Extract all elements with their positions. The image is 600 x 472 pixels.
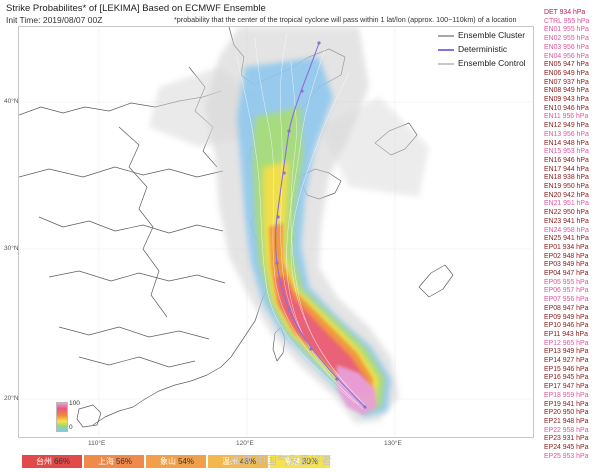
member-item: EN02 955 hPa: [544, 35, 589, 43]
strike-probability-map: [19, 27, 533, 437]
lat-label-20n: 20°N: [4, 395, 19, 402]
city-name: 温州: [221, 457, 238, 466]
member-item: EP10 946 hPa: [544, 322, 589, 330]
city-probability: 48%: [239, 457, 256, 466]
member-item: EP04 947 hPa: [544, 270, 589, 277]
lat-label-30n: 30°N: [4, 245, 19, 252]
member-item: EP08 947 hPa: [544, 304, 589, 312]
city-name: 福建: [283, 457, 300, 466]
lon-label-110e: 110°E: [88, 440, 106, 447]
member-item: EP09 949 hPa: [544, 313, 589, 321]
member-item: EP06 957 hPa: [544, 287, 589, 295]
member-item: EP05 955 hPa: [544, 278, 589, 286]
ensemble-cluster-swatch: [438, 35, 454, 37]
member-item: EN19 950 hPa: [544, 183, 589, 190]
map-frame: [18, 26, 534, 438]
member-item: EN05 947 hPa: [544, 61, 589, 69]
member-item: EN10 946 hPa: [544, 104, 589, 112]
city-chip: 温州 48%: [208, 455, 268, 468]
deterministic-swatch: [438, 49, 454, 51]
member-item: EP23 931 hPa: [544, 435, 589, 443]
city-probability: 54%: [177, 457, 194, 466]
member-item: EP25 953 hPa: [544, 452, 589, 460]
member-item: EN03 956 hPa: [544, 43, 589, 51]
chart-title: Strike Probabilites* of [LEKIMA] Based o…: [6, 3, 266, 14]
member-item: EN16 946 hPa: [544, 156, 589, 164]
member-item: EN13 956 hPa: [544, 130, 589, 138]
strike-probability-swath: [237, 57, 391, 417]
legend-label: Deterministic: [458, 44, 508, 54]
member-item: EP01 934 hPa: [544, 243, 589, 251]
member-item: EP02 948 hPa: [544, 252, 589, 260]
ensemble-tracks: [236, 32, 368, 410]
city-chip: 台州 66%: [22, 455, 82, 468]
member-item: EN11 956 hPa: [544, 113, 589, 121]
member-item: EP12 965 hPa: [544, 339, 589, 347]
member-item: EP16 945 hPa: [544, 374, 589, 382]
member-item: EP20 950 hPa: [544, 409, 589, 417]
legend-item-ensemble-control: Ensemble Control: [436, 58, 532, 70]
member-item: EN14 948 hPa: [544, 139, 589, 147]
city-probability: 30%: [301, 457, 318, 466]
member-item: EN22 950 hPa: [544, 209, 589, 217]
city-chip: 上海 56%: [84, 455, 144, 468]
city-chip: 福建 30%: [270, 455, 330, 468]
member-item: EN04 956 hPa: [544, 52, 589, 60]
member-item: EN20 942 hPa: [544, 191, 589, 199]
member-item: EN25 941 hPa: [544, 235, 589, 243]
legend: Ensemble Cluster Deterministic Ensemble …: [436, 30, 532, 76]
member-item: EN07 937 hPa: [544, 78, 589, 86]
city-name: 上海: [97, 457, 114, 466]
member-item: EN08 949 hPa: [544, 87, 589, 95]
member-item: EP07 956 hPa: [544, 296, 589, 304]
member-item: EN21 951 hPa: [544, 200, 589, 208]
legend-label: Ensemble Cluster: [458, 30, 526, 40]
header: Strike Probabilites* of [LEKIMA] Based o…: [6, 3, 596, 33]
legend-label: Ensemble Control: [458, 58, 526, 68]
member-item: EP11 943 hPa: [544, 330, 588, 338]
legend-item-deterministic: Deterministic: [436, 44, 532, 56]
member-item: EP13 949 hPa: [544, 348, 589, 356]
init-time: Init Time: 2019/08/07 00Z: [6, 15, 103, 25]
member-item: EP15 946 hPa: [544, 365, 589, 373]
city-probability: 56%: [115, 457, 132, 466]
probability-note: *probability that the center of the trop…: [174, 15, 517, 24]
probability-colorbar: 100 0: [56, 400, 84, 432]
member-item: EN15 953 hPa: [544, 148, 589, 156]
member-item: EP18 959 hPa: [544, 391, 589, 399]
lon-label-120e: 120°E: [236, 440, 254, 447]
member-item: EN17 944 hPa: [544, 165, 589, 173]
member-item: EP22 958 hPa: [544, 426, 589, 434]
deterministic-track: [275, 41, 367, 409]
city-probability-strip: 台州 66% 上海 56% 象山 54% 温州 48% 福建 30%: [22, 455, 352, 469]
member-item: CTRL 955 hPa: [544, 17, 590, 25]
lon-label-130e: 130°E: [384, 440, 402, 447]
ensemble-control-swatch: [438, 63, 454, 65]
member-item: EN12 949 hPa: [544, 122, 589, 130]
member-item: EP03 949 hPa: [544, 261, 589, 269]
member-item: EN06 949 hPa: [544, 69, 589, 77]
city-chip: 象山 54%: [146, 455, 206, 468]
member-item: EP21 948 hPa: [544, 417, 589, 425]
member-item: EN09 943 hPa: [544, 96, 589, 103]
colorbar-tick-min: 0: [69, 424, 73, 431]
member-item: EP19 941 hPa: [544, 400, 589, 408]
member-item: EP17 947 hPa: [544, 383, 589, 391]
ensemble-member-list: DET 934 hPa CTRL 955 hPa EN01 955 hPa EN02 …: [544, 8, 600, 472]
colorbar-gradient: [56, 402, 68, 432]
city-probability: 66%: [53, 457, 70, 466]
legend-item-ensemble-cluster: Ensemble Cluster: [436, 30, 532, 42]
colorbar-tick-max: 100: [69, 400, 80, 407]
member-item: EP24 945 hPa: [544, 444, 589, 451]
lat-label-40n: 40°N: [4, 98, 19, 105]
member-item: EN24 958 hPa: [544, 226, 589, 234]
member-item: EN18 938 hPa: [544, 174, 589, 182]
member-item: DET 934 hPa: [544, 9, 586, 16]
watermark: 微博 中国气象爱好者: [230, 455, 333, 467]
city-name: 台州: [35, 457, 52, 466]
member-item: EN01 955 hPa: [544, 26, 589, 34]
member-item: EP14 927 hPa: [544, 357, 589, 364]
city-name: 象山: [159, 457, 176, 466]
member-item: EN23 941 hPa: [544, 217, 589, 225]
